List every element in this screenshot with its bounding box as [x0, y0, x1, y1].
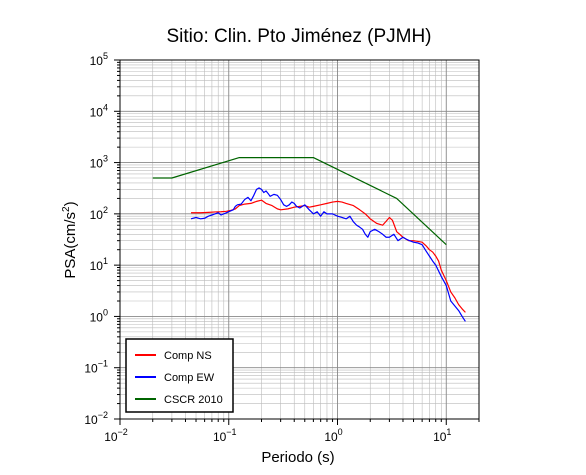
- x-tick-label: 100: [324, 427, 342, 444]
- x-axis-label: Periodo (s): [261, 449, 334, 466]
- x-tick-label: 10−1: [213, 427, 237, 444]
- x-tick-label: 101: [433, 427, 451, 444]
- y-tick-label: 100: [90, 307, 108, 324]
- y-axis-ticks: 10−2 10−1 100 101 102 103 104 105: [84, 51, 120, 427]
- y-tick-label: 104: [90, 102, 108, 119]
- series-line-comp-ew: [190, 187, 466, 322]
- series-line-cscr-2010: [152, 157, 447, 246]
- y-axis-label: PSA(cm/s2): [61, 201, 79, 278]
- legend: Comp NS Comp EW CSCR 2010: [125, 338, 234, 413]
- x-axis-ticks: 10−2 10−1 100 101: [104, 419, 480, 444]
- legend-label-comp-ns: Comp NS: [164, 350, 212, 362]
- y-tick-label: 10−2: [84, 410, 108, 427]
- grid-minor: [120, 60, 480, 419]
- plot-series: [152, 157, 466, 322]
- series-line-comp-ns: [191, 199, 466, 313]
- x-tick-label: 10−2: [104, 427, 128, 444]
- plot-frame: [119, 59, 480, 420]
- y-tick-label: 105: [90, 51, 108, 68]
- y-tick-label: 10−1: [84, 359, 108, 376]
- y-tick-label: 103: [90, 154, 108, 171]
- y-tick-label: 102: [90, 205, 108, 222]
- legend-label-cscr-2010: CSCR 2010: [164, 394, 223, 406]
- y-tick-label: 101: [90, 256, 108, 273]
- chart-title: Sitio: Clin. Pto Jiménez (PJMH): [166, 26, 431, 47]
- legend-label-comp-ew: Comp EW: [164, 372, 215, 384]
